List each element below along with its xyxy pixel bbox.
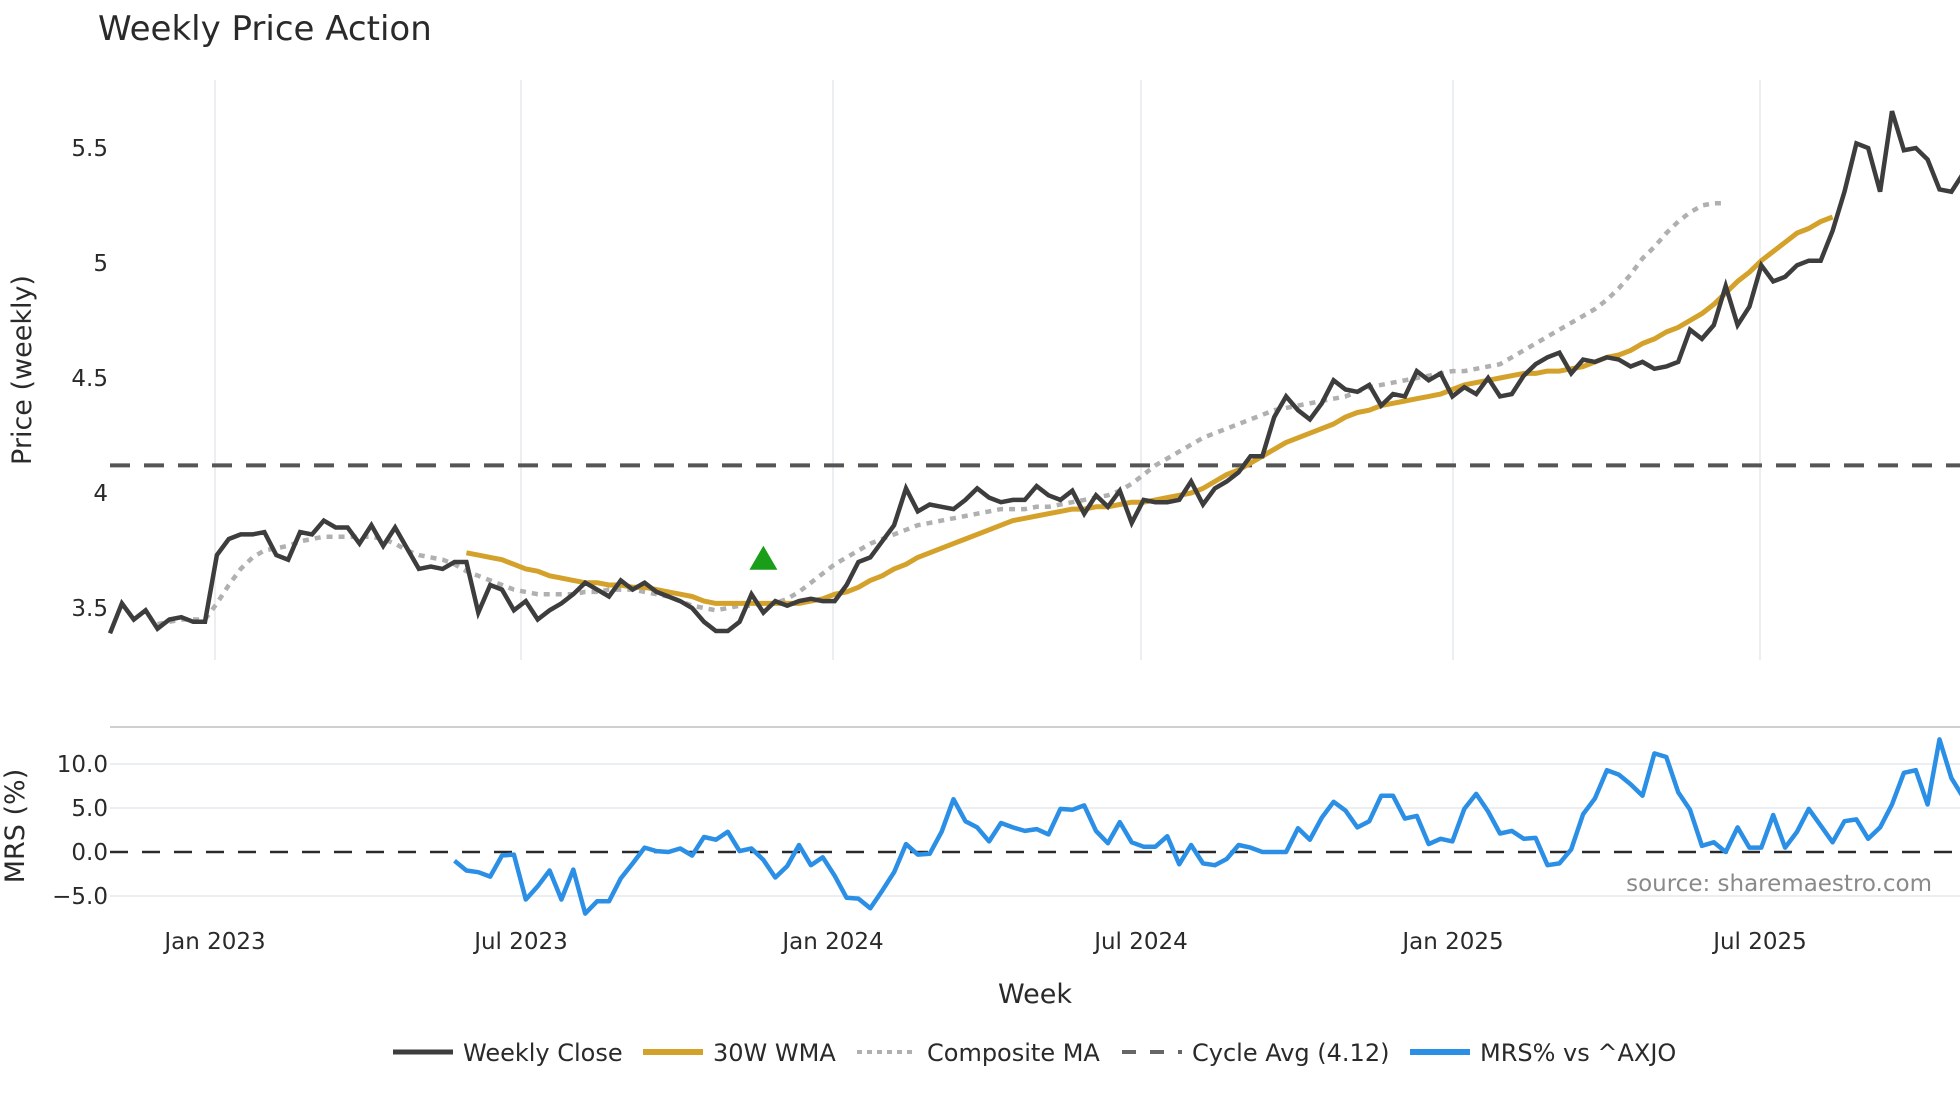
legend-label: MRS% vs ^AXJO <box>1480 1039 1676 1067</box>
buy-signal-triangle-icon <box>749 545 778 570</box>
x-tick-label: Jan 2024 <box>780 929 883 955</box>
legend-item[interactable]: Cycle Avg (4.12) <box>1122 1039 1389 1067</box>
mrs-y-tick-label: 5.0 <box>71 796 108 822</box>
legend-item[interactable]: MRS% vs ^AXJO <box>1410 1039 1676 1067</box>
legend-label: 30W WMA <box>713 1039 836 1067</box>
price-y-tick-label: 4.5 <box>71 366 108 392</box>
legend-item[interactable]: 30W WMA <box>643 1039 836 1067</box>
legend-label: Weekly Close <box>463 1039 623 1067</box>
legend: Weekly Close 30W WMA Composite MA Cycle Avg… <box>393 1039 1676 1067</box>
x-tick-label: Jan 2025 <box>1400 929 1503 955</box>
mrs-y-axis-label: MRS (%) <box>0 769 31 884</box>
legend-label: Cycle Avg (4.12) <box>1192 1039 1389 1067</box>
x-axis-label: Week <box>998 979 1072 1010</box>
price-y-tick-label: 5 <box>93 251 108 277</box>
price-y-tick-label: 4 <box>93 481 108 507</box>
mrs-y-tick-label: −5.0 <box>52 884 108 910</box>
x-tick-label: Jul 2024 <box>1092 929 1188 955</box>
weekly-close-line <box>107 110 1960 635</box>
mrs-line <box>453 737 1960 916</box>
price-y-axis-ticks: 3.5 4 4.5 5 5.5 <box>71 136 108 622</box>
x-axis-ticks: Jan 2023 Jul 2023 Jan 2024 Jul 2024 Jan 2025… <box>162 929 1806 955</box>
composite-ma-line <box>157 200 1726 627</box>
legend-label: Composite MA <box>927 1039 1100 1067</box>
x-tick-label: Jul 2025 <box>1711 929 1807 955</box>
price-y-tick-label: 3.5 <box>71 596 108 622</box>
chart-title: Weekly Price Action <box>98 9 432 49</box>
legend-item[interactable]: Composite MA <box>857 1039 1100 1067</box>
mrs-y-tick-label: 10.0 <box>57 752 108 778</box>
source-attribution: source: sharemaestro.com <box>1626 871 1932 897</box>
mrs-y-axis-ticks: −5.0 0.0 5.0 10.0 <box>52 752 108 910</box>
price-y-tick-label: 5.5 <box>71 136 108 162</box>
mrs-y-tick-label: 0.0 <box>71 840 108 866</box>
legend-item[interactable]: Weekly Close <box>393 1039 623 1067</box>
x-tick-label: Jul 2023 <box>472 929 568 955</box>
price-y-axis-label: Price (weekly) <box>7 275 38 465</box>
x-tick-label: Jan 2023 <box>162 929 265 955</box>
